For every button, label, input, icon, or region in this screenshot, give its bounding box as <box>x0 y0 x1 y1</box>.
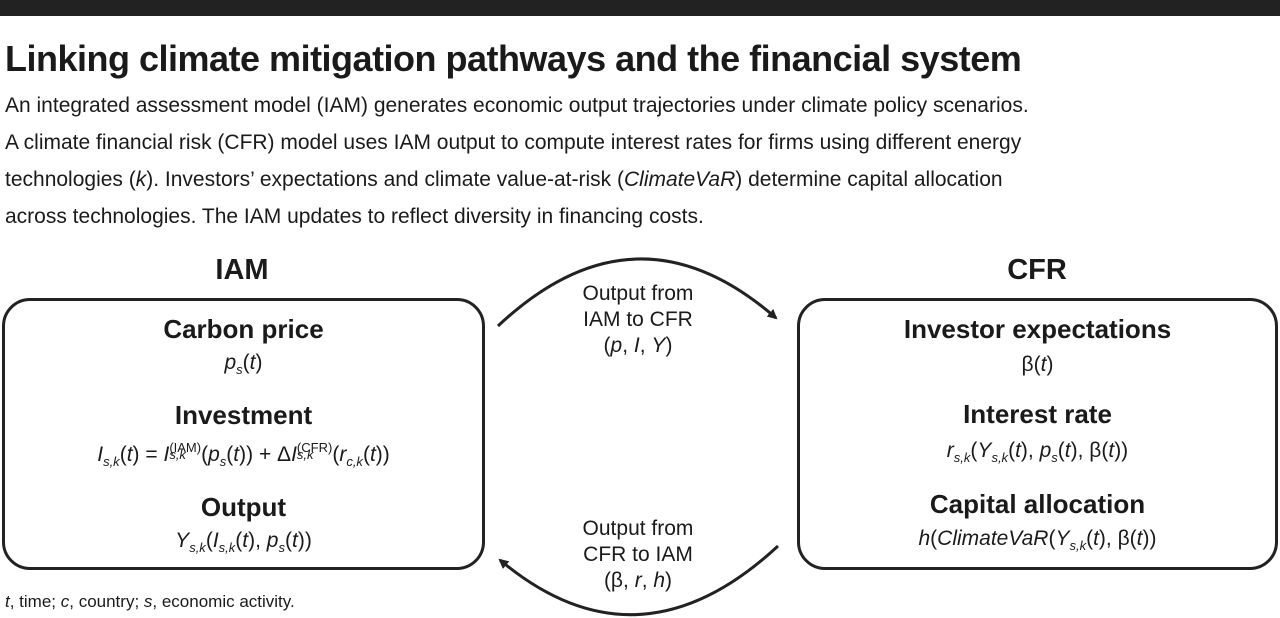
description-line-1: An integrated assessment model (IAM) gen… <box>5 94 1029 117</box>
carbon-price-label: Carbon price <box>163 314 324 344</box>
description-line-2: A climate financial risk (CFR) model use… <box>5 131 1022 154</box>
iam-panel: Carbon price ps(t) Investment Is,k(t) = … <box>2 298 485 570</box>
output-formula: Ys,k(Is,k(t), ps(t)) <box>175 529 312 555</box>
capital-allocation-formula: h(ClimateVaR(Ys,k(t), β(t)) <box>918 527 1157 553</box>
cfr-to-iam-label: Output from CFR to IAM (β, r, h) <box>538 516 738 594</box>
cfr-panel: Investor expectations β(t) Interest rate… <box>797 298 1278 570</box>
footnote: t, time; c, country; s, economic activit… <box>5 592 295 611</box>
capital-allocation-label: Capital allocation <box>929 489 1146 519</box>
iam-to-cfr-label: Output from IAM to CFR (p, I, Y) <box>538 281 738 359</box>
investor-expectations-formula: β(t) <box>1021 353 1054 376</box>
description-line-3: technologies (k). Investors’ expectation… <box>5 168 1003 191</box>
figure-description: An integrated assessment model (IAM) gen… <box>5 87 1277 235</box>
iam-to-cfr-arrow <box>496 257 778 328</box>
cfr-to-iam-arrow <box>498 544 780 617</box>
iam-heading: IAM <box>215 254 269 286</box>
investor-expectations-label: Investor expectations <box>903 314 1172 344</box>
investment-formula: Is,k(t) = I(IAM) s,k (ps(t)) + ΔI(CFR) s,k(… <box>97 440 390 469</box>
interest-rate-formula: rs,k(Ys,k(t), ps(t), β(t)) <box>946 439 1129 465</box>
output-label: Output <box>200 492 287 522</box>
iam-to-cfr-vars: (p, I, Y) <box>603 334 673 357</box>
carbon-price-formula: ps(t) <box>224 351 263 377</box>
cfr-to-iam-vars: (β, r, h) <box>603 569 673 592</box>
top-rule <box>0 0 1280 16</box>
description-line-4: across technologies. The IAM updates to … <box>5 205 704 228</box>
cfr-heading: CFR <box>1007 254 1067 286</box>
figure-title: Linking climate mitigation pathways and … <box>5 38 1022 79</box>
investment-label: Investment <box>174 400 313 430</box>
interest-rate-label: Interest rate <box>963 399 1112 429</box>
